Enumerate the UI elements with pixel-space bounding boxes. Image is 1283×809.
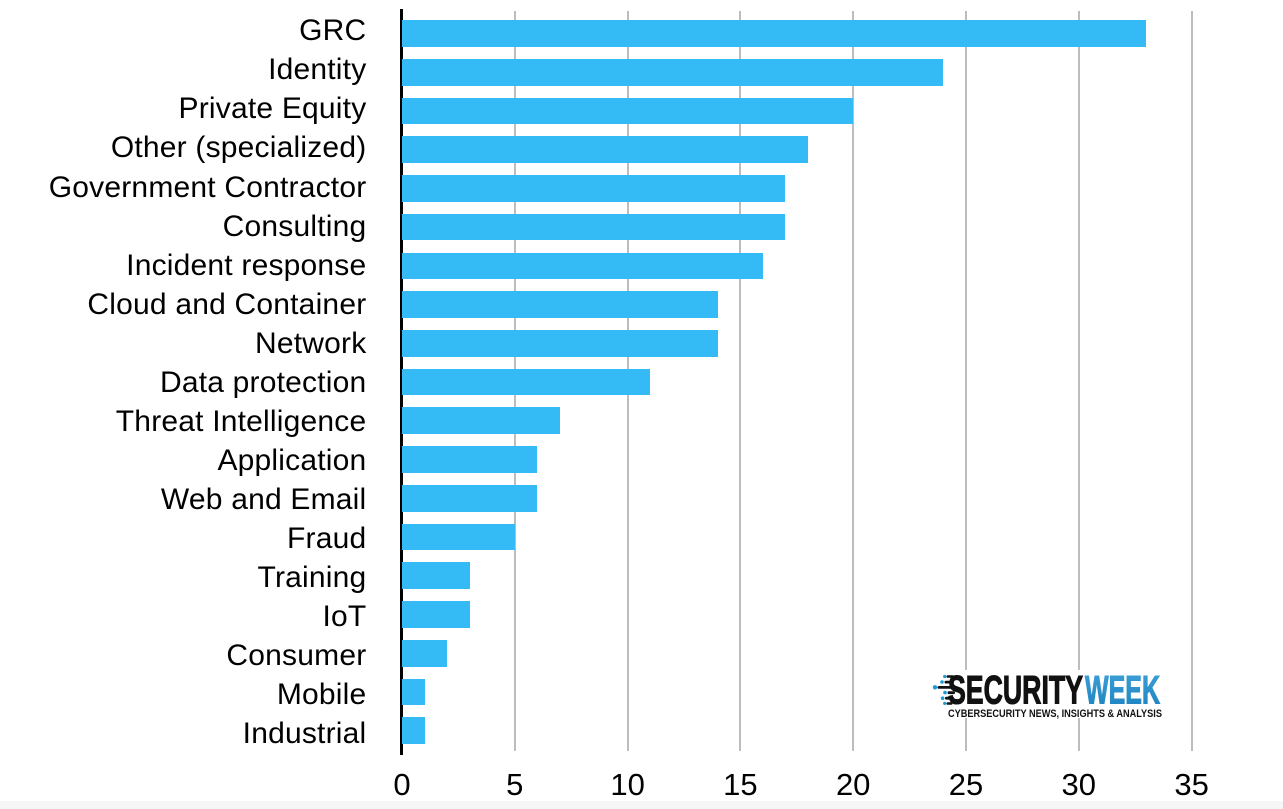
svg-text:SECURITY: SECURITY	[948, 669, 1083, 713]
svg-text:CYBERSECURITY NEWS, INSIGHTS &: CYBERSECURITY NEWS, INSIGHTS & ANALYSIS	[948, 708, 1162, 720]
svg-text:WEEK: WEEK	[1085, 669, 1160, 713]
